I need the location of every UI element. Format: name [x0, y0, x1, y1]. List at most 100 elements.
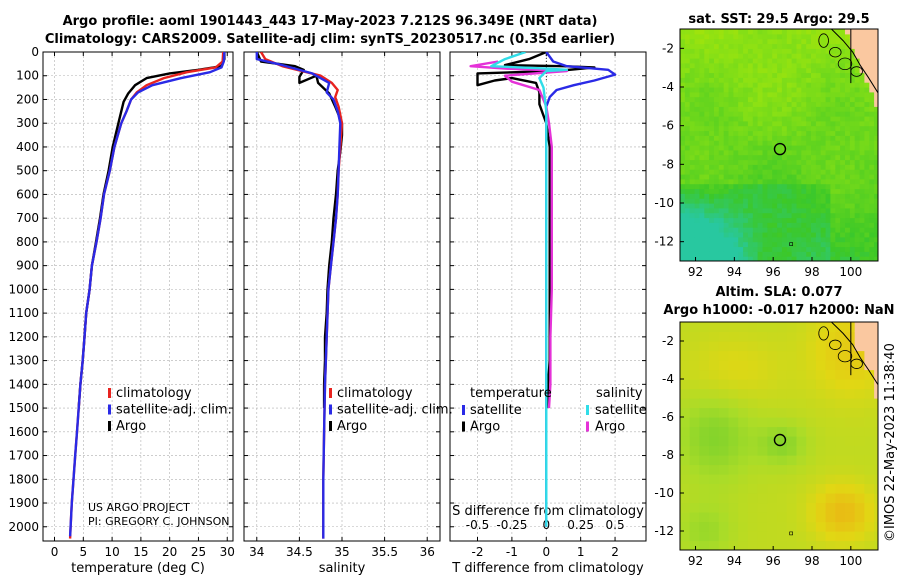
map-cell: [772, 241, 778, 248]
map-cell: [743, 222, 749, 228]
map-cell: [815, 493, 827, 504]
map-cell: [752, 183, 759, 190]
map-cell: [747, 58, 754, 64]
map-cell: [689, 67, 696, 74]
map-cell: [714, 87, 720, 93]
map-cell: [801, 120, 807, 127]
map-cell: [743, 246, 749, 252]
map-cell: [864, 350, 875, 361]
map-cell: [718, 407, 730, 418]
map-cell: [840, 82, 846, 88]
map-cell: [762, 38, 768, 45]
lat-tick-label: -2: [662, 41, 674, 55]
map-cell: [689, 193, 696, 199]
map-cell: [791, 217, 798, 223]
map-cell: [757, 154, 764, 161]
map-cell: [786, 256, 793, 261]
legend-swatch: [586, 421, 589, 432]
map-cell: [854, 67, 861, 74]
map-cell: [825, 140, 832, 146]
map-cell: [767, 246, 773, 252]
map-cell: [680, 398, 691, 409]
map-cell: [684, 145, 691, 151]
map-cell: [874, 207, 878, 214]
map-cell: [714, 72, 720, 78]
map-cell: [791, 140, 798, 146]
map-cell: [723, 53, 730, 59]
map-cell: [709, 426, 720, 437]
map-cell: [830, 212, 836, 219]
map-cell: [815, 62, 822, 69]
map-cell: [801, 227, 807, 233]
map-cell: [840, 62, 846, 69]
x-tick-label: -1: [506, 545, 518, 559]
map-cell: [796, 445, 807, 456]
map-cell: [723, 169, 730, 175]
map-cell: [694, 125, 701, 132]
map-cell: [684, 232, 691, 238]
map-cell: [786, 149, 793, 156]
map-cell: [704, 72, 710, 78]
map-cell: [830, 87, 836, 93]
map-cell: [752, 111, 759, 117]
map-cell: [830, 217, 836, 223]
map-cell: [767, 388, 778, 399]
map-cell: [718, 130, 725, 136]
map-cell: [743, 125, 749, 132]
map-cell: [830, 67, 836, 74]
map-cell: [854, 193, 861, 199]
map-cell: [801, 29, 807, 35]
map-cell: [781, 222, 788, 228]
map-cell: [689, 227, 696, 233]
map-cell: [786, 106, 793, 112]
map-cell: [757, 398, 768, 409]
map-cell: [811, 72, 817, 78]
map-cell: [704, 193, 710, 199]
map-cell: [704, 135, 710, 141]
map-cell: [752, 241, 759, 248]
map-cell: [777, 426, 788, 437]
map-cell: [859, 106, 866, 112]
map-cell: [718, 43, 725, 49]
map-cell: [806, 350, 817, 361]
map-cell: [762, 67, 768, 74]
map-cell: [811, 174, 817, 180]
map-cell: [815, 164, 822, 170]
map-cell: [689, 222, 696, 228]
map-cell: [845, 256, 851, 261]
map-cell: [825, 341, 836, 352]
map-cell: [806, 360, 817, 371]
sla-map-title: Altim. SLA: 0.077: [716, 285, 843, 300]
map-cell: [835, 493, 846, 504]
map-cell: [874, 232, 878, 238]
map-cell: [689, 203, 696, 209]
map-cell: [781, 227, 788, 233]
map-cell: [709, 198, 715, 204]
map-cell: [835, 445, 846, 456]
map-cell: [689, 48, 696, 54]
map-cell: [684, 125, 691, 132]
map-cell: [699, 222, 705, 228]
map-cell: [830, 198, 836, 204]
map-cell: [849, 38, 856, 45]
map-cell: [825, 145, 832, 151]
map-cell: [854, 101, 861, 107]
credit-pi: PI: GREGORY C. JOHNSON: [88, 515, 229, 528]
map-cell: [728, 521, 739, 532]
map-cell: [718, 67, 725, 74]
map-cell: [743, 53, 749, 59]
map-cell: [709, 159, 715, 165]
map-cell: [830, 145, 836, 151]
map-cell: [815, 145, 822, 151]
legend-label: Argo: [337, 419, 367, 434]
map-cell: [714, 125, 720, 132]
map-cell: [762, 82, 768, 88]
map-cell: [781, 120, 788, 127]
map-cell: [757, 193, 764, 199]
map-cell: [767, 445, 778, 456]
map-cell: [820, 174, 827, 180]
map-cell: [767, 193, 773, 199]
map-cell: [738, 350, 749, 361]
map-cell: [743, 82, 749, 88]
map-cell: [869, 87, 875, 93]
